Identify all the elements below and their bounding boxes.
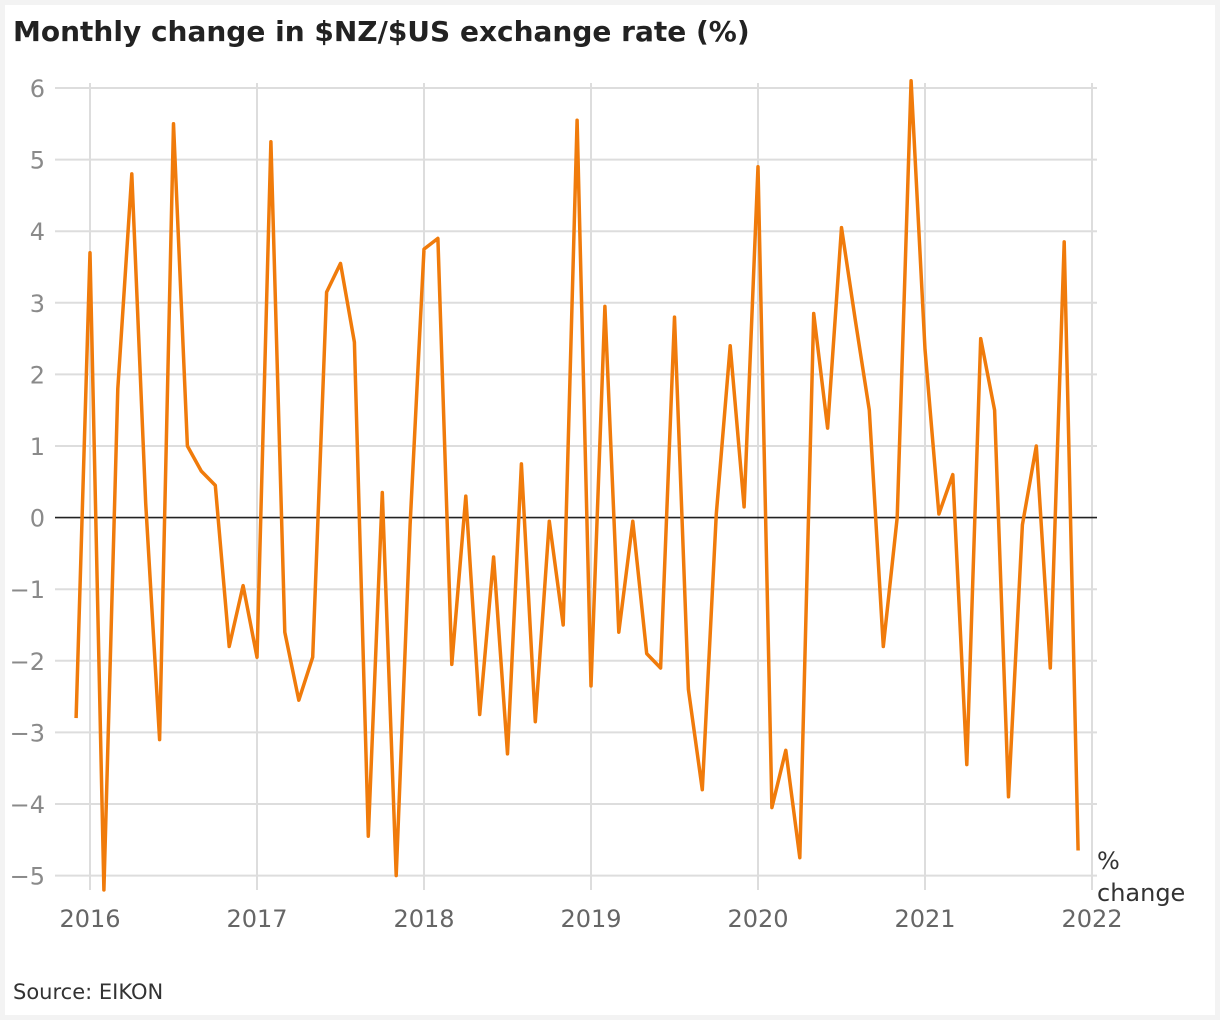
unit-label-percent: % — [1097, 847, 1120, 875]
y-tick-label: −2 — [10, 648, 45, 676]
x-tick-label: 2018 — [393, 905, 454, 933]
x-tick-label: 2021 — [894, 905, 955, 933]
grid-lines — [55, 83, 1097, 890]
chart-frame: Monthly change in $NZ/$US exchange rate … — [5, 5, 1215, 1015]
y-tick-label: 4 — [30, 218, 45, 246]
y-tick-label: 5 — [30, 147, 45, 175]
y-tick-label: 0 — [30, 505, 45, 533]
y-axis-ticks: 6 5 4 3 2 1 0 −1 −2 −3 −4 −5 — [10, 75, 45, 891]
y-tick-label: −4 — [10, 791, 45, 819]
y-tick-label: 3 — [30, 290, 45, 318]
y-tick-label: −5 — [10, 863, 45, 891]
y-tick-label: 6 — [30, 75, 45, 103]
x-tick-label: 2020 — [727, 905, 788, 933]
source-note: Source: EIKON — [13, 980, 164, 1004]
unit-label-change: change — [1097, 879, 1185, 907]
y-tick-label: −1 — [10, 576, 45, 604]
chart-title: Monthly change in $NZ/$US exchange rate … — [13, 15, 750, 48]
x-tick-label: 2017 — [226, 905, 287, 933]
x-tick-label: 2016 — [59, 905, 120, 933]
x-axis-ticks: 2016 2017 2018 2019 2020 2021 2022 — [59, 905, 1122, 933]
y-tick-label: 1 — [30, 433, 45, 461]
y-tick-label: 2 — [30, 361, 45, 389]
x-tick-label: 2019 — [560, 905, 621, 933]
series-line — [74, 79, 1080, 892]
y-tick-label: −3 — [10, 719, 45, 747]
x-tick-label: 2022 — [1061, 905, 1122, 933]
